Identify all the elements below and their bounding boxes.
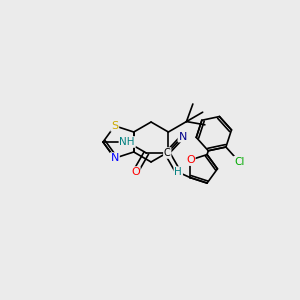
Text: N: N	[178, 131, 187, 142]
Text: C: C	[164, 148, 171, 158]
Text: H: H	[174, 167, 182, 177]
Text: Cl: Cl	[234, 157, 244, 167]
Text: NH: NH	[119, 137, 135, 147]
Text: N: N	[111, 153, 119, 163]
Text: O: O	[186, 155, 195, 165]
Text: S: S	[111, 121, 118, 131]
Text: O: O	[131, 167, 140, 177]
